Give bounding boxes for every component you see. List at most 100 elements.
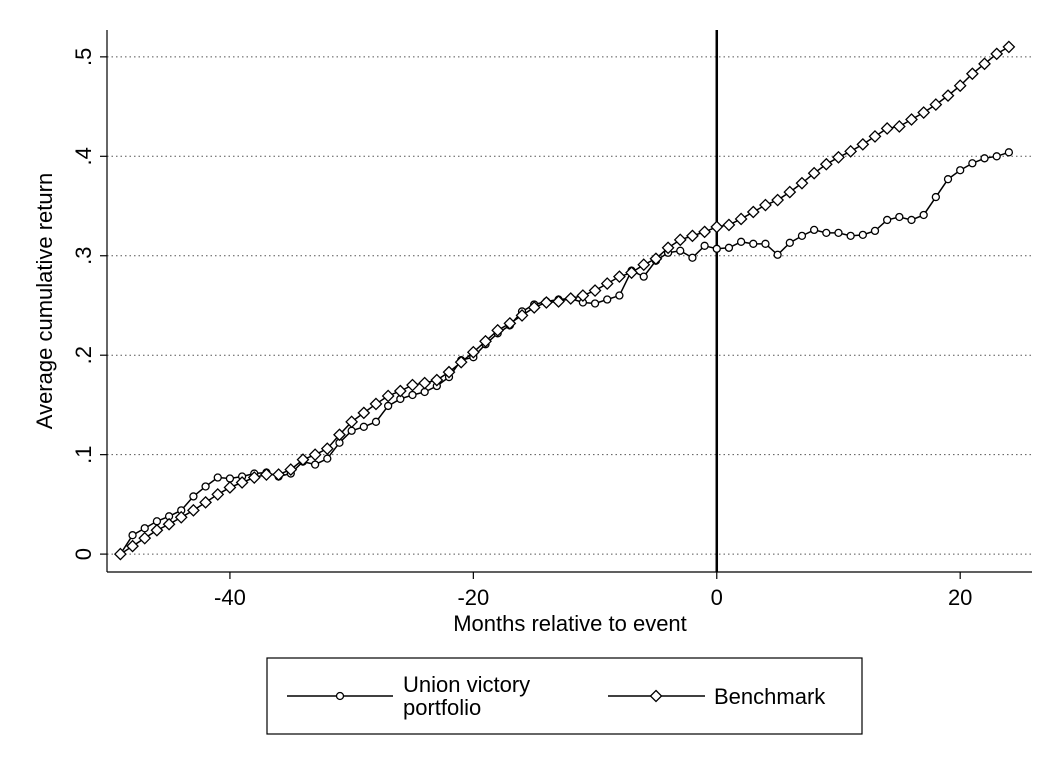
data-point — [420, 387, 429, 397]
data-point — [152, 517, 162, 526]
data-point — [150, 523, 164, 537]
data-point — [430, 373, 444, 387]
data-point — [235, 476, 249, 489]
data-point — [625, 266, 638, 280]
data-point — [797, 231, 807, 241]
data-point — [783, 185, 797, 199]
data-point — [371, 417, 381, 426]
data-point — [359, 422, 368, 431]
data-point — [688, 253, 697, 262]
data-point — [140, 524, 149, 533]
data-point — [931, 192, 940, 202]
data-point — [347, 426, 356, 435]
data-point — [615, 291, 624, 300]
data-point — [661, 241, 675, 255]
data-point — [442, 365, 456, 379]
data-point — [418, 376, 432, 390]
data-point — [189, 492, 198, 501]
y-tick-label: .4 — [71, 147, 96, 165]
data-point — [649, 252, 663, 266]
legend-marker — [649, 689, 663, 703]
data-point — [590, 299, 600, 308]
data-point — [978, 57, 991, 71]
data-point — [539, 296, 553, 309]
y-tick-label: .5 — [71, 48, 96, 66]
legend-label: Benchmark — [714, 684, 826, 709]
data-point — [406, 378, 419, 392]
data-point — [333, 428, 346, 442]
y-tick-label: .3 — [71, 247, 96, 265]
data-point — [943, 175, 953, 184]
data-point — [795, 176, 809, 190]
data-point — [527, 301, 541, 314]
data-point — [807, 166, 821, 180]
data-point — [761, 239, 770, 248]
data-point — [980, 154, 989, 163]
legend-marker — [335, 691, 345, 701]
data-point — [992, 152, 1001, 161]
data-point — [515, 309, 529, 322]
data-point — [710, 220, 724, 234]
x-axis-title: Months relative to event — [453, 611, 687, 636]
data-point — [357, 406, 371, 420]
data-point — [369, 397, 383, 411]
x-tick-label: 0 — [711, 585, 723, 610]
y-tick-label: .1 — [71, 445, 96, 463]
data-point — [846, 231, 855, 241]
data-point — [905, 113, 918, 126]
data-point — [454, 355, 468, 369]
data-point — [929, 98, 943, 112]
data-point — [832, 150, 845, 164]
data-point — [686, 229, 699, 243]
data-point — [822, 228, 831, 238]
data-point — [819, 157, 833, 171]
data-point — [734, 212, 748, 226]
data-point — [834, 228, 843, 238]
data-point — [892, 120, 906, 133]
data-point — [479, 334, 492, 348]
legend-label: Union victory portfolio — [403, 672, 531, 720]
data-point — [612, 270, 626, 284]
data-point — [603, 295, 612, 304]
data-point — [868, 129, 882, 143]
data-point — [637, 258, 651, 272]
data-point — [956, 166, 965, 175]
data-point — [870, 226, 880, 236]
data-point — [393, 384, 407, 398]
data-point — [345, 415, 359, 429]
y-tick-label: .2 — [71, 346, 96, 364]
series-line — [119, 151, 1010, 555]
data-point — [211, 488, 225, 501]
data-point — [310, 460, 320, 469]
data-point — [771, 193, 785, 207]
data-point — [201, 482, 210, 491]
data-point — [174, 510, 188, 524]
data-point — [673, 233, 687, 247]
data-point — [564, 292, 578, 305]
data-point — [381, 389, 395, 403]
x-tick-label: -40 — [214, 585, 246, 610]
data-point — [247, 471, 261, 484]
data-point — [576, 289, 590, 302]
data-point — [712, 244, 721, 253]
data-point — [128, 531, 137, 540]
data-point — [880, 122, 894, 135]
data-point — [917, 106, 931, 119]
x-tick-label: 20 — [948, 585, 972, 610]
data-point — [491, 323, 505, 337]
data-point — [588, 284, 602, 297]
data-point — [724, 243, 734, 252]
data-point — [746, 205, 760, 219]
data-point — [162, 517, 176, 531]
data-point — [503, 316, 517, 330]
data-point — [785, 238, 794, 247]
data-point — [126, 539, 139, 553]
data-point — [186, 503, 200, 517]
data-point — [260, 468, 273, 481]
data-point — [722, 218, 736, 232]
data-point — [284, 463, 298, 476]
data-point — [1004, 148, 1014, 157]
data-point — [990, 47, 1004, 61]
